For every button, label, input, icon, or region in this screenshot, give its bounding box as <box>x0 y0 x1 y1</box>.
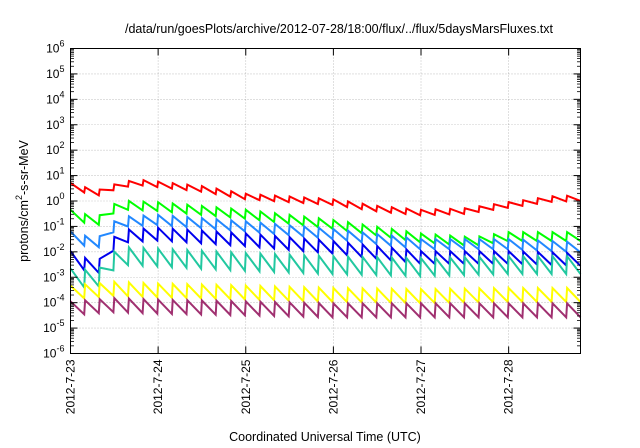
series-line <box>69 212 582 254</box>
y-tick-label: 100 <box>46 191 64 208</box>
y-axis-label-superscript: 2 <box>14 195 24 200</box>
y-tick-label: 102 <box>46 140 64 157</box>
y-tick-label: 103 <box>46 115 64 132</box>
y-tick-label: 10-4 <box>43 293 64 310</box>
series-line <box>69 279 582 306</box>
chart-title: /data/run/goesPlots/archive/2012-07-28/1… <box>125 22 554 36</box>
grid <box>70 48 581 354</box>
y-tick-label: 10-3 <box>43 267 64 284</box>
series-group <box>69 178 582 320</box>
y-tick-label: 104 <box>46 89 64 106</box>
y-tick-label: 10-6 <box>43 344 64 361</box>
series-line <box>69 244 582 291</box>
x-tick-label: 2012-7-28 <box>502 359 516 414</box>
x-tick-label: 2012-7-24 <box>151 359 165 414</box>
ticks <box>70 48 581 354</box>
y-tick-labels: 10-6 10-5 10-4 10-3 10-2 10-1 100 101 102 103 104 1… <box>43 39 64 361</box>
y-tick-label: 10-1 <box>43 216 64 233</box>
x-tick-labels: 2012-7-23 2012-7-24 2012-7-25 2012-7-26 2012… <box>64 359 516 414</box>
y-tick-label: 105 <box>46 64 64 81</box>
x-tick-label: 2012-7-26 <box>326 359 340 414</box>
y-tick-label: 10-2 <box>43 242 64 259</box>
x-tick-label: 2012-7-23 <box>64 359 78 414</box>
y-tick-label: 106 <box>46 39 64 56</box>
x-axis-label: Coordinated Universal Time (UTC) <box>229 430 421 444</box>
y-tick-label: 101 <box>46 166 64 183</box>
series-line <box>69 178 581 217</box>
y-axis-label: protons/cm2-s-sr-MeV <box>14 139 31 261</box>
x-tick-label: 2012-7-25 <box>239 359 253 414</box>
y-tick-label: 10-5 <box>43 318 64 335</box>
series-line <box>69 295 582 320</box>
x-tick-label: 2012-7-27 <box>414 359 428 414</box>
